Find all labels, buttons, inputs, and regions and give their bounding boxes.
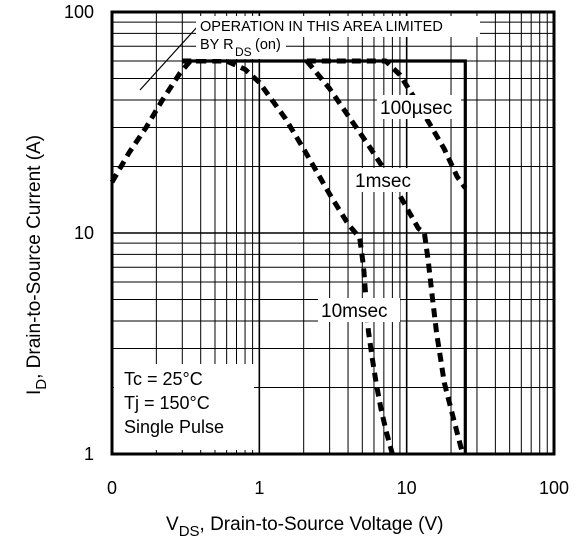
x-tick-labels: 0 1 10 100 — [107, 478, 569, 498]
soa-boundary-line — [182, 59, 467, 454]
curve-10msec — [182, 58, 395, 455]
label-10msec-background — [318, 298, 400, 322]
label-100usec-background — [377, 95, 461, 119]
y-tick-labels: 1 10 100 — [64, 2, 94, 464]
x-axis-title-sub: DS — [179, 523, 200, 540]
label-1msec: 1msec — [355, 171, 411, 192]
soa-boundary — [182, 59, 467, 454]
y-tick-label: 1 — [84, 444, 94, 464]
y-axis-title-sub: D — [33, 379, 50, 390]
y-tick-label: 10 — [74, 223, 94, 243]
y-axis-title-rest: , Drain-to-Source Current (A) — [24, 135, 45, 379]
condition-tj: Tj = 150°C — [124, 393, 210, 413]
curve-dc-rds-limit — [109, 58, 201, 184]
y-tick-label: 100 — [64, 2, 94, 22]
curve-100usec — [306, 58, 468, 190]
x-axis-title-main: V — [166, 514, 179, 535]
curve-1msec — [304, 59, 466, 455]
y-axis-title: ID, Drain-to-Source Current (A) — [24, 135, 50, 395]
x-axis-title: VDS, Drain-to-Source Voltage (V) — [166, 514, 443, 540]
annotation-background-2 — [196, 37, 286, 59]
x-axis-title-rest: , Drain-to-Source Voltage (V) — [200, 514, 444, 535]
conditions-background — [114, 364, 254, 450]
annotation-pointer-line — [139, 25, 199, 91]
annotation-line-2-suffix: (on) — [255, 37, 281, 53]
annotation-line-1: OPERATION IN THIS AREA LIMITED — [200, 19, 443, 35]
annotation-line-2-prefix: BY R — [200, 37, 234, 53]
label-100usec: 100µsec — [380, 98, 452, 119]
annotation-line-2-sub: DS — [235, 45, 252, 59]
label-10msec: 10msec — [321, 301, 388, 322]
x-tick-label: 100 — [539, 478, 569, 498]
plot-frame — [110, 10, 556, 456]
x-tick-label: 1 — [254, 478, 264, 498]
pulse-curves — [109, 58, 468, 455]
label-1msec-background — [352, 168, 420, 192]
condition-tc: Tc = 25°C — [124, 369, 203, 389]
annotation-background — [196, 16, 480, 37]
x-tick-label: 0 — [107, 478, 117, 498]
x-tick-label: 10 — [397, 478, 417, 498]
condition-pulse: Single Pulse — [124, 417, 224, 437]
y-axis-title-main: I — [24, 390, 45, 395]
